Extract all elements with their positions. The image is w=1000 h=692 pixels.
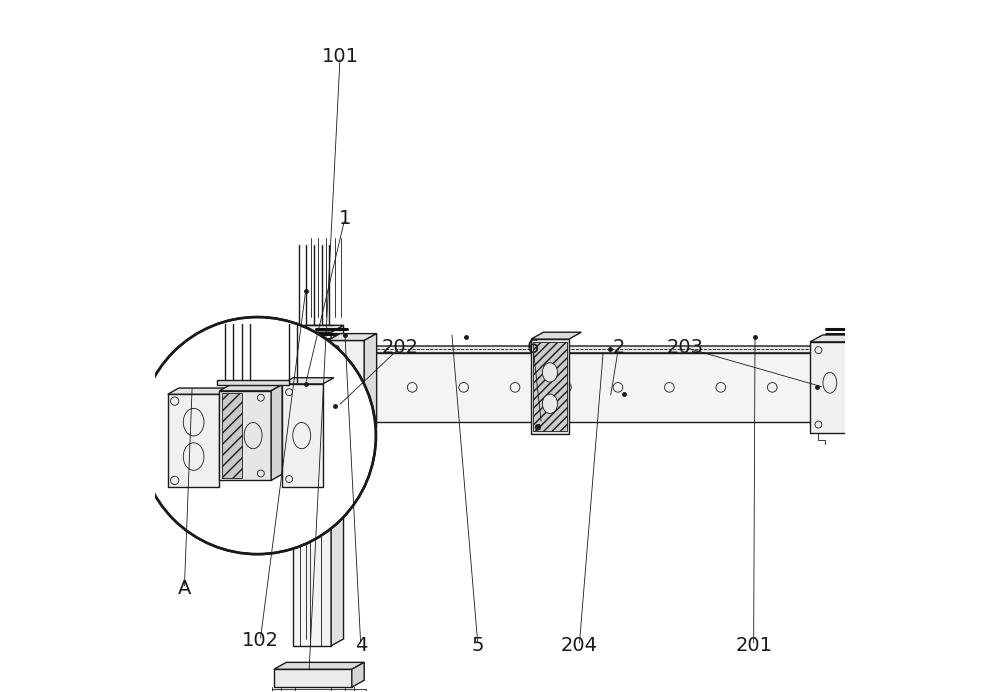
Polygon shape (848, 335, 860, 432)
Circle shape (767, 383, 777, 392)
Bar (282, 384, 323, 487)
Polygon shape (274, 662, 364, 669)
Circle shape (407, 383, 417, 392)
Circle shape (665, 383, 674, 392)
Circle shape (459, 383, 468, 392)
Circle shape (333, 423, 339, 430)
Ellipse shape (542, 363, 558, 382)
Ellipse shape (823, 372, 837, 393)
Polygon shape (531, 332, 581, 339)
Circle shape (535, 425, 541, 430)
Ellipse shape (293, 423, 311, 448)
Ellipse shape (183, 443, 204, 471)
Bar (222, 393, 242, 478)
Ellipse shape (244, 423, 262, 448)
Circle shape (716, 383, 726, 392)
Circle shape (139, 317, 376, 554)
Text: 4: 4 (355, 637, 367, 655)
Polygon shape (337, 346, 829, 353)
Polygon shape (817, 346, 829, 422)
Text: 203: 203 (666, 338, 703, 357)
Circle shape (510, 383, 520, 392)
Text: 202: 202 (382, 338, 419, 357)
Text: 5: 5 (472, 637, 484, 655)
Bar (293, 332, 331, 646)
Bar (337, 353, 817, 422)
Text: 2: 2 (612, 338, 625, 357)
Polygon shape (352, 662, 364, 687)
Bar (810, 342, 848, 432)
Bar (168, 394, 219, 487)
Bar (328, 340, 364, 434)
Text: 101: 101 (322, 47, 359, 66)
Ellipse shape (338, 374, 355, 397)
Bar (332, 434, 340, 449)
Text: 6: 6 (527, 338, 539, 357)
Polygon shape (331, 325, 344, 646)
Polygon shape (293, 325, 344, 332)
Bar (332, 449, 346, 455)
Circle shape (613, 383, 623, 392)
Circle shape (333, 345, 339, 352)
Text: 102: 102 (242, 632, 279, 650)
Polygon shape (168, 388, 231, 394)
Text: 201: 201 (735, 637, 772, 655)
Polygon shape (219, 385, 282, 391)
Text: A: A (178, 579, 191, 598)
Text: 204: 204 (561, 637, 598, 655)
Bar (274, 669, 352, 687)
Circle shape (815, 421, 822, 428)
Polygon shape (328, 334, 377, 340)
Bar (531, 339, 569, 434)
Ellipse shape (183, 408, 204, 436)
Bar (272, 689, 366, 692)
Bar (219, 391, 271, 480)
Circle shape (815, 347, 822, 354)
Bar (533, 342, 567, 432)
Ellipse shape (542, 394, 558, 413)
Polygon shape (282, 378, 334, 384)
Polygon shape (810, 335, 860, 342)
Text: 1: 1 (339, 209, 351, 228)
Polygon shape (271, 385, 282, 480)
Circle shape (562, 383, 571, 392)
Circle shape (356, 383, 366, 392)
Polygon shape (217, 381, 289, 385)
Polygon shape (364, 334, 377, 434)
